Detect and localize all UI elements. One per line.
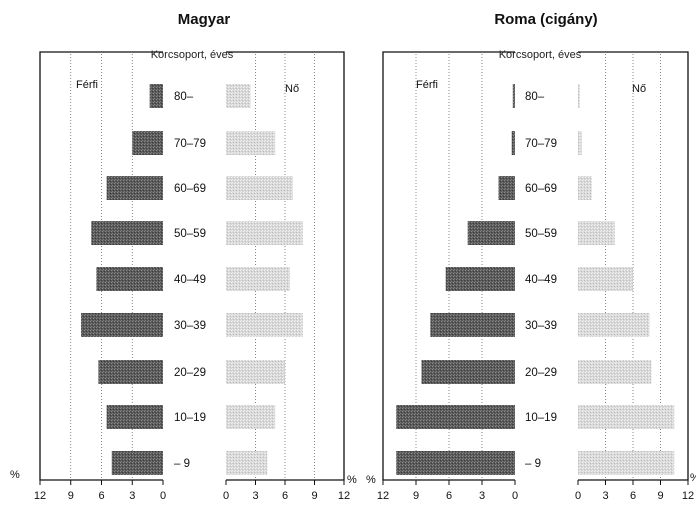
panel2-male-tick-label: 0: [512, 490, 518, 502]
panel1-female-tick-label: 0: [223, 490, 229, 502]
panel1-age-label: 10–19: [174, 412, 206, 424]
panel2-male-bar-1: [511, 131, 515, 155]
panel1-male-bar-6: [98, 360, 163, 384]
panel2-female-tick-label: 9: [657, 490, 663, 502]
panel2-age-label: 10–19: [525, 412, 557, 424]
panel2-age-label: 40–49: [525, 274, 557, 286]
panel1-male-bar-0: [149, 84, 163, 108]
panel2-male-bar-4: [445, 267, 515, 291]
panel2-female-bar-2: [578, 176, 592, 200]
panel2-female-bar-5: [578, 313, 650, 337]
panel1-female-tick-label: 12: [338, 490, 350, 502]
panel1-age-label: 40–49: [174, 274, 206, 286]
percent-symbol-right: %: [690, 472, 696, 484]
panel1-male-bar-8: [111, 451, 163, 475]
percent-symbol-panel2-left: %: [366, 474, 376, 486]
panel1-male-tick-label: 3: [129, 490, 135, 502]
panel1-female-tick-label: 3: [252, 490, 258, 502]
panel2-age-axis-label: Korcsoport, éves: [499, 49, 582, 61]
panel1-age-label: 30–39: [174, 320, 206, 332]
panel1-male-bar-4: [96, 267, 163, 291]
panel2-male-tick-label: 9: [413, 490, 419, 502]
panel2-female-series-label: Nő: [632, 83, 646, 95]
panel2-age-label: – 9: [525, 458, 541, 470]
panel2-female-bar-3: [578, 221, 615, 245]
panel1-title: Magyar: [178, 11, 231, 28]
panel2-female-tick-label: 12: [682, 490, 694, 502]
panel1-female-tick-label: 6: [282, 490, 288, 502]
panel1-female-series-label: Nő: [285, 83, 299, 95]
panel2-female-bar-8: [578, 451, 675, 475]
panel1-male-bar-2: [106, 176, 163, 200]
panel1-female-bar-0: [226, 84, 251, 108]
panel2-title: Roma (cigány): [494, 11, 597, 28]
panel2-age-label: 50–59: [525, 228, 557, 240]
panel2-female-tick-label: 0: [575, 490, 581, 502]
panel2-age-label: 60–69: [525, 183, 557, 195]
panel1-male-series-label: Férfi: [76, 79, 98, 91]
panel1-female-tick-label: 9: [311, 490, 317, 502]
panel1-female-bar-8: [226, 451, 268, 475]
percent-symbol-panel1-right: %: [347, 474, 357, 486]
panel2-male-tick-label: 6: [446, 490, 452, 502]
panel1-female-bar-2: [226, 176, 293, 200]
panel2-female-bar-1: [578, 131, 582, 155]
panel1-male-tick-label: 0: [160, 490, 166, 502]
panel1-male-bar-7: [106, 405, 163, 429]
panel2-female-bar-0: [578, 84, 580, 108]
panel2-female-bar-4: [578, 267, 633, 291]
panel1-age-label: 20–29: [174, 367, 206, 379]
panel1-age-label: – 9: [174, 458, 190, 470]
panel1-female-bar-6: [226, 360, 285, 384]
panel1-age-label: 70–79: [174, 138, 206, 150]
panel2-male-tick-label: 12: [377, 490, 389, 502]
panel2-female-tick-label: 6: [630, 490, 636, 502]
panel2-male-bar-0: [512, 84, 515, 108]
panel2-male-series-label: Férfi: [416, 79, 438, 91]
panel1-male-tick-label: 12: [34, 490, 46, 502]
panel2-age-label: 20–29: [525, 367, 557, 379]
panel2-female-bar-6: [578, 360, 652, 384]
panel1-female-bar-1: [226, 131, 276, 155]
panel1-female-bar-3: [226, 221, 303, 245]
panel1-age-label: 50–59: [174, 228, 206, 240]
panel2-age-label: 70–79: [525, 138, 557, 150]
panel2-male-bar-2: [498, 176, 515, 200]
percent-symbol-left: %: [10, 469, 20, 481]
panel2-male-bar-6: [421, 360, 515, 384]
panel1-female-bar-5: [226, 313, 303, 337]
panel2-male-bar-5: [430, 313, 515, 337]
panel2-male-tick-label: 3: [479, 490, 485, 502]
panel1-female-bar-7: [226, 405, 276, 429]
panel2-male-bar-7: [396, 405, 515, 429]
panel2-age-label: 30–39: [525, 320, 557, 332]
panel1-male-tick-label: 6: [98, 490, 104, 502]
panel1-age-axis-label: Korcsoport, éves: [151, 49, 234, 61]
panel1-male-bar-5: [81, 313, 163, 337]
panel2-female-bar-7: [578, 405, 675, 429]
panel2-male-bar-3: [467, 221, 515, 245]
panel2-age-label: 80–: [525, 91, 545, 103]
panel1-male-tick-label: 9: [68, 490, 74, 502]
panel1-male-bar-1: [132, 131, 163, 155]
panel1-age-label: 60–69: [174, 183, 206, 195]
panel2-female-tick-label: 3: [602, 490, 608, 502]
panel1-male-bar-3: [91, 221, 163, 245]
panel2-male-bar-8: [396, 451, 515, 475]
panel1-female-bar-4: [226, 267, 290, 291]
panel1-age-label: 80–: [174, 91, 194, 103]
